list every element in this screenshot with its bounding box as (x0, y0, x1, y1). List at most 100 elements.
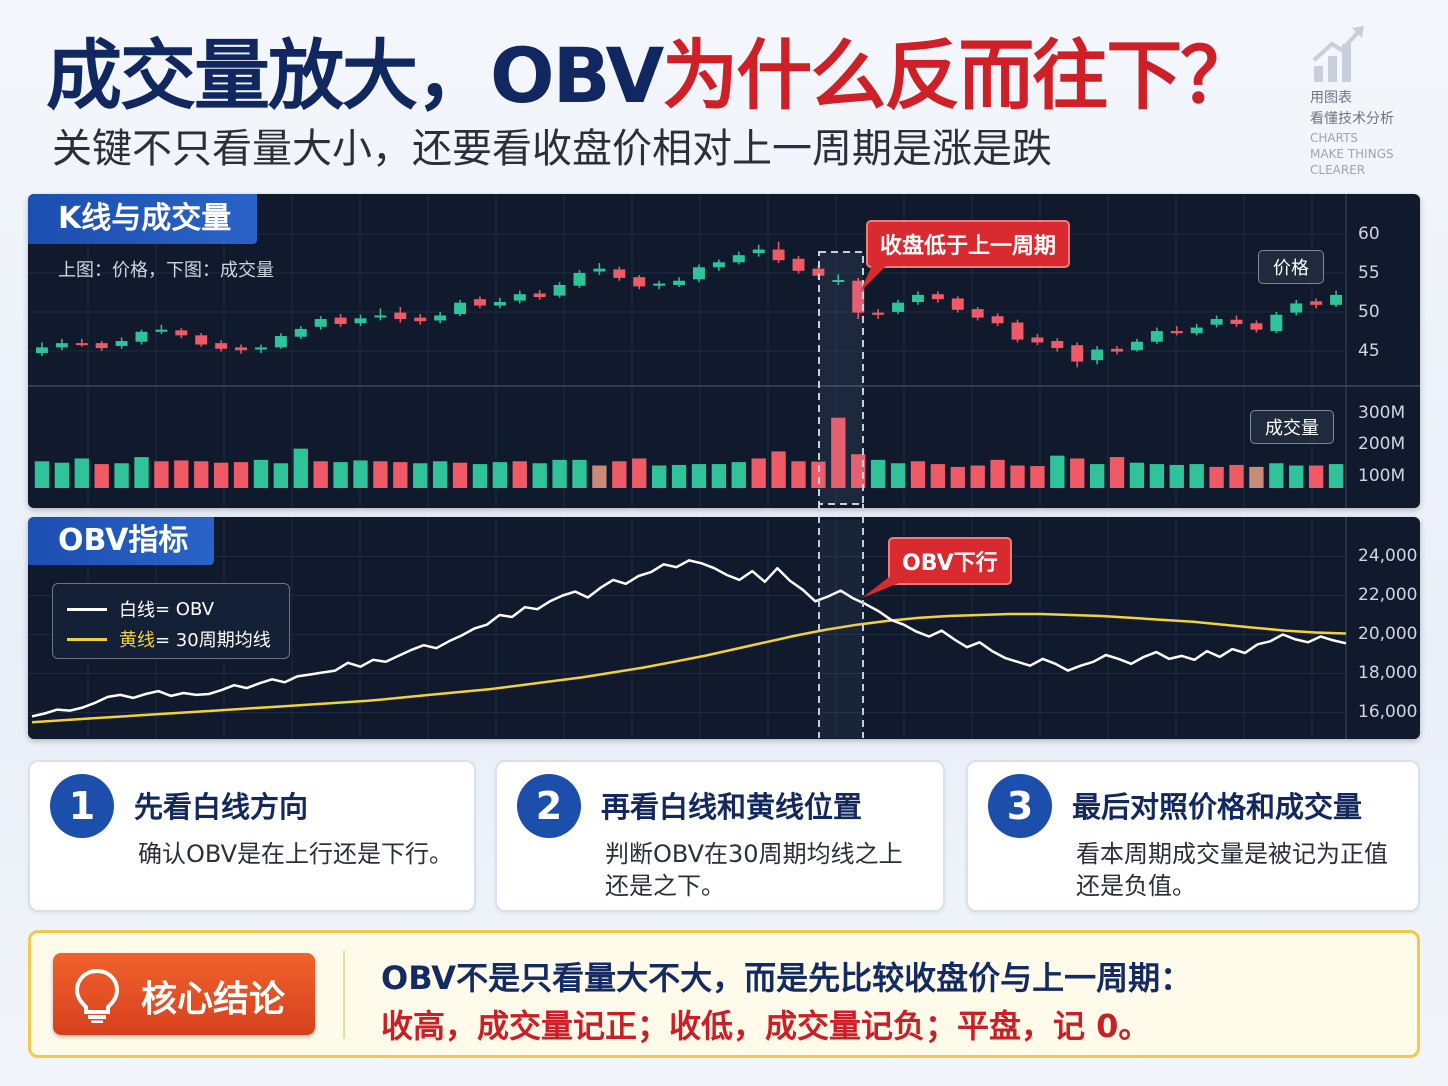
candle (95, 341, 108, 351)
candle (215, 340, 228, 352)
volume-bar (532, 463, 547, 488)
volume-bar (1050, 455, 1065, 488)
volume-bar (233, 462, 249, 488)
volume-bar (592, 465, 607, 488)
candle (115, 337, 128, 349)
candle (613, 266, 626, 281)
candle (1071, 342, 1084, 368)
volume-bar (492, 462, 508, 488)
candle (1130, 338, 1143, 352)
legend-swatch-yellow (67, 637, 107, 641)
volume-bar (1089, 464, 1105, 488)
candle (1230, 315, 1243, 327)
candle (175, 328, 188, 339)
legend-obv-key: 白线 (119, 600, 155, 621)
candle (971, 306, 984, 321)
obv-tick-22000: 22,000 (1358, 585, 1418, 605)
volume-bar (512, 461, 527, 488)
legend-ma: 黄线 = 30周期均线 (67, 626, 271, 652)
candle (374, 308, 387, 321)
page-title: 成交量放大，OBV为什么反而往下？ (46, 14, 1256, 124)
volume-bar (731, 462, 746, 488)
step-number-3: 3 (988, 774, 1052, 838)
candle (493, 297, 506, 309)
volume-bar (671, 464, 687, 488)
brand-line4: MAKE THINGS (1310, 147, 1394, 161)
step-number-1: 1 (50, 774, 114, 838)
volume-bar (930, 464, 946, 488)
volume-bar (134, 457, 149, 488)
volume-bar (751, 458, 766, 488)
volume-tick-300m: 300M (1358, 403, 1406, 423)
candle (852, 277, 865, 320)
volume-bar (253, 459, 269, 488)
volume-bar (711, 464, 727, 488)
volume-bar (970, 465, 985, 488)
volume-bar (651, 465, 667, 488)
candle (1290, 299, 1303, 316)
candle (1111, 345, 1124, 355)
volume-bar (273, 463, 289, 488)
candle (772, 241, 785, 263)
obv-ma-line (31, 612, 1347, 724)
candle (533, 289, 546, 300)
obv-down-callout: OBV下行 (888, 537, 1012, 585)
candle (673, 277, 686, 288)
candle (1330, 290, 1343, 307)
candle (1270, 311, 1283, 334)
candle (1031, 333, 1044, 346)
volume-tick-200m: 200M (1358, 434, 1406, 454)
volume-bar (74, 458, 89, 488)
page-subtitle: 关键不只看量大小，还要看收盘价相对上一周期是涨是跌 (52, 126, 1052, 172)
brand-line2: 看懂技术分析 (1310, 111, 1394, 127)
candle (434, 311, 447, 324)
volume-bar (114, 463, 129, 488)
step-title-2: 再看白线和黄线位置 (601, 790, 863, 824)
volume-bar (373, 461, 388, 488)
candle (951, 296, 964, 313)
title-part1: 成交量放大，OBV (46, 31, 664, 120)
step-card-2: 2 再看白线和黄线位置 判断OBV在30周期均线之上 还是之下。 (495, 760, 945, 912)
price-tick-50: 50 (1358, 302, 1380, 322)
brand-line5: CLEARER (1310, 163, 1366, 177)
candle (1170, 326, 1183, 336)
candle (752, 244, 765, 257)
volume-bar (1328, 464, 1344, 488)
brand-line3: CHARTS (1310, 131, 1359, 145)
candle (573, 270, 586, 288)
candle (633, 275, 646, 290)
candle (1210, 315, 1223, 328)
candle (892, 299, 905, 315)
candle (832, 274, 845, 285)
volume-bar (432, 461, 448, 488)
candle (155, 324, 168, 334)
volume-bar (1209, 466, 1224, 488)
volume-bar (691, 464, 707, 488)
candle (911, 291, 924, 305)
conclusion-line2: 收高，成交量记正；收低，成交量记负；平盘，记 0。 (381, 1007, 1151, 1045)
volume-bar (791, 461, 806, 488)
volume-bar (333, 462, 348, 488)
candle (235, 344, 248, 354)
legend-ma-key: 黄线 (119, 630, 155, 651)
volume-bar (94, 464, 109, 488)
step-number-2: 2 (517, 774, 581, 838)
volume-bar (54, 462, 70, 488)
candle (394, 306, 407, 323)
candle (1051, 338, 1064, 352)
candle (294, 326, 307, 339)
candle (274, 333, 287, 349)
candle (55, 338, 68, 351)
candle (732, 251, 745, 265)
candle (1150, 327, 1163, 344)
volume-bar (1149, 464, 1165, 488)
candle (991, 313, 1004, 327)
volume-bar (1129, 462, 1145, 488)
volume-bar (1109, 457, 1125, 488)
obv-line (31, 559, 1347, 718)
candle (593, 263, 606, 276)
volume-tick-100m: 100M (1358, 466, 1406, 486)
volume-bar (1269, 463, 1284, 488)
volume-bar (174, 460, 189, 488)
kline-panel: K线与成交量 上图：价格，下图：成交量 价格 成交量 收盘低于上一周期 60 5… (28, 194, 1420, 508)
